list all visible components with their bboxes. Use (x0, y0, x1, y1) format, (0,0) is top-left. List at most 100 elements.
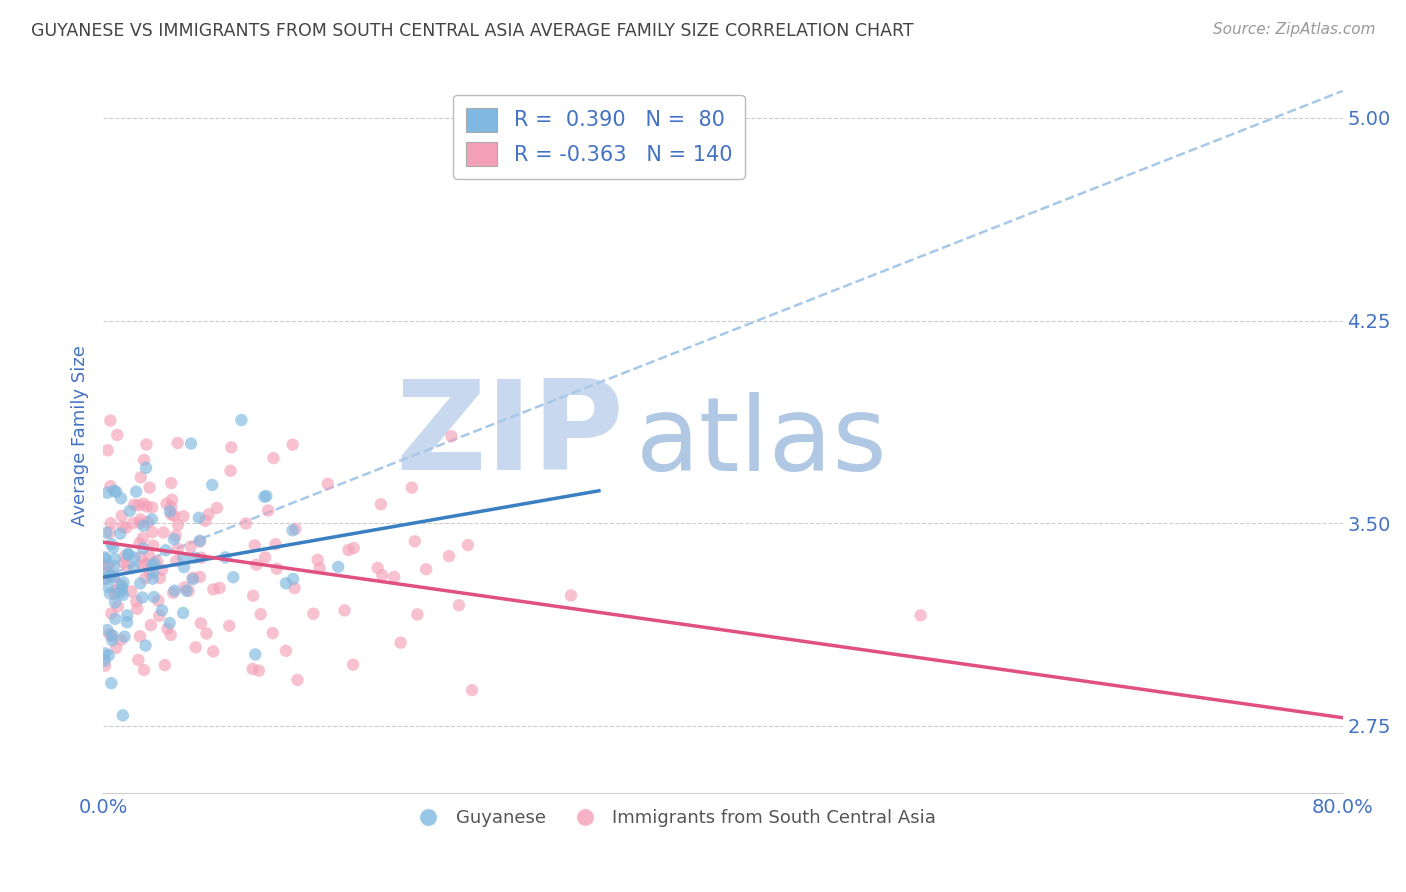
Point (115, 615, 138, 630)
Point (254, 550, 277, 565)
Point (129, 576, 152, 591)
Point (105, 484, 128, 499)
Point (243, 538, 266, 552)
Point (264, 537, 287, 551)
Point (104, 612, 127, 626)
Point (96, 623, 118, 637)
Point (173, 560, 195, 574)
Point (560, 589, 582, 603)
Point (93, 550, 115, 565)
Point (160, 492, 183, 507)
Point (160, 476, 183, 491)
Point (219, 464, 242, 478)
Point (125, 594, 148, 608)
Point (142, 539, 165, 553)
Point (115, 559, 138, 574)
Point (94, 646, 117, 660)
Point (188, 533, 211, 548)
Point (281, 523, 304, 537)
Point (100, 537, 122, 551)
Point (111, 708, 134, 723)
Point (163, 533, 186, 547)
Point (138, 481, 160, 495)
Point (146, 554, 169, 568)
Point (141, 500, 163, 515)
Point (129, 516, 152, 530)
Point (131, 531, 153, 545)
Point (131, 591, 153, 605)
Text: GUYANESE VS IMMIGRANTS FROM SOUTH CENTRAL ASIA AVERAGE FAMILY SIZE CORRELATION C: GUYANESE VS IMMIGRANTS FROM SOUTH CENTRA… (31, 22, 914, 40)
Point (103, 587, 125, 601)
Point (111, 508, 134, 523)
Point (188, 570, 211, 584)
Point (115, 608, 138, 623)
Point (104, 552, 127, 566)
Point (138, 566, 160, 580)
Point (103, 541, 125, 555)
Point (415, 562, 437, 576)
Point (190, 550, 212, 565)
Point (245, 558, 267, 572)
Point (103, 483, 125, 498)
Point (166, 436, 188, 450)
Point (266, 562, 288, 576)
Point (254, 489, 277, 503)
Point (160, 508, 183, 522)
Point (96, 571, 118, 585)
Point (181, 572, 204, 586)
Point (218, 619, 240, 633)
Point (150, 603, 173, 617)
Point (94, 552, 117, 566)
Point (100, 676, 122, 690)
Point (135, 460, 157, 475)
Point (143, 557, 166, 571)
Point (180, 540, 202, 554)
Point (222, 570, 245, 584)
Point (122, 516, 145, 530)
Point (98, 586, 121, 600)
Point (103, 558, 125, 573)
Point (96, 558, 118, 573)
Point (97, 648, 120, 663)
Text: ZIP: ZIP (395, 375, 624, 496)
Point (166, 541, 188, 556)
Point (389, 635, 412, 649)
Point (110, 578, 132, 592)
Point (129, 550, 152, 565)
Point (139, 618, 162, 632)
Text: Source: ZipAtlas.com: Source: ZipAtlas.com (1212, 22, 1375, 37)
Point (100, 607, 122, 621)
Point (124, 550, 146, 565)
Point (404, 534, 426, 549)
Point (184, 550, 207, 565)
Point (202, 644, 225, 658)
Point (129, 629, 152, 643)
Point (128, 536, 150, 550)
Point (115, 521, 138, 535)
Point (114, 549, 136, 564)
Point (135, 500, 157, 514)
Point (112, 556, 135, 570)
Point (337, 543, 360, 558)
Point (172, 509, 194, 524)
Point (105, 640, 128, 655)
Point (188, 534, 211, 549)
Point (149, 571, 172, 585)
Point (284, 522, 307, 536)
Point (165, 554, 187, 568)
Point (98, 627, 121, 641)
Point (114, 630, 136, 644)
Point (107, 599, 129, 614)
Point (401, 481, 423, 495)
Point (208, 581, 231, 595)
Point (180, 436, 202, 450)
Point (97, 580, 120, 594)
Point (162, 586, 184, 600)
Point (219, 441, 242, 455)
Point (110, 526, 132, 541)
Point (141, 525, 163, 540)
Point (148, 608, 170, 623)
Point (93, 654, 115, 668)
Point (111, 579, 134, 593)
Point (202, 582, 225, 597)
